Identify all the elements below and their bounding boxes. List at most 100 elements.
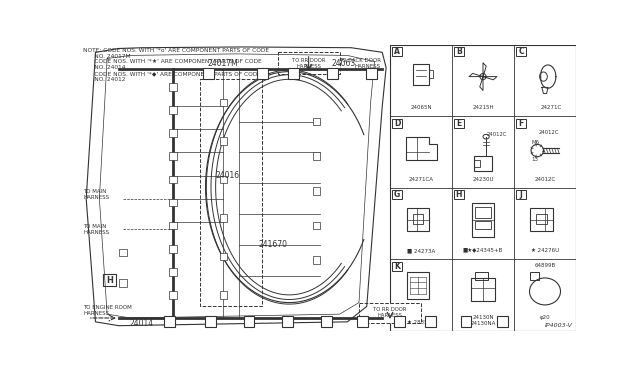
Bar	[392, 47, 402, 56]
Text: 24271CA: 24271CA	[408, 177, 433, 182]
Text: 24063: 24063	[332, 59, 356, 68]
Text: F: F	[206, 68, 211, 78]
Text: ■★◆24345+B: ■★◆24345+B	[463, 248, 503, 253]
Bar	[407, 272, 429, 299]
Bar	[392, 119, 402, 128]
Bar	[169, 199, 177, 206]
Text: C: C	[518, 47, 524, 56]
Bar	[169, 291, 177, 299]
Bar	[220, 253, 227, 260]
Bar	[516, 190, 525, 199]
Bar	[200, 79, 262, 307]
Bar	[312, 118, 320, 125]
Bar	[312, 187, 320, 195]
Text: 24130NA: 24130NA	[470, 321, 496, 327]
Text: 24016: 24016	[216, 171, 240, 180]
Text: F: F	[285, 317, 291, 326]
Text: 24017M: 24017M	[208, 59, 239, 68]
Text: TO MAIN
HARNESS: TO MAIN HARNESS	[83, 189, 109, 200]
Bar	[461, 317, 472, 327]
Text: F: F	[166, 317, 172, 326]
Bar	[205, 317, 216, 327]
Bar	[289, 68, 300, 78]
Bar	[103, 274, 116, 286]
Text: φ20: φ20	[540, 315, 550, 320]
Bar	[169, 268, 177, 276]
Text: 24215H: 24215H	[472, 105, 494, 110]
Bar	[476, 208, 491, 218]
Bar	[220, 99, 227, 106]
Text: 24014: 24014	[130, 319, 154, 328]
Text: TO BACK DOOR
HARNESS: TO BACK DOOR HARNESS	[339, 58, 381, 69]
Bar	[244, 317, 254, 327]
Bar	[394, 317, 404, 327]
Bar	[470, 278, 495, 301]
Bar	[516, 47, 525, 56]
Bar	[529, 272, 539, 280]
Bar	[476, 221, 491, 229]
Bar	[472, 203, 494, 237]
Text: H: H	[106, 276, 113, 285]
Text: 24130N: 24130N	[472, 315, 494, 320]
Text: TO RR DOOR
HARNESS: TO RR DOOR HARNESS	[373, 307, 406, 318]
Text: D: D	[394, 119, 400, 128]
Text: IP4003-V: IP4003-V	[545, 323, 573, 328]
Bar	[358, 317, 368, 327]
Text: G: G	[330, 68, 336, 78]
Text: 24012C: 24012C	[534, 177, 556, 182]
Text: B: B	[463, 317, 469, 326]
Bar	[119, 279, 127, 287]
Bar	[392, 190, 402, 199]
Text: J: J	[520, 190, 522, 199]
Bar	[429, 70, 433, 78]
Text: K: K	[396, 317, 402, 326]
Text: F: F	[428, 317, 433, 326]
Bar	[425, 317, 436, 327]
Bar	[204, 68, 214, 78]
Text: E: E	[456, 119, 461, 128]
Bar	[169, 83, 177, 91]
Text: J: J	[325, 317, 328, 326]
Bar	[220, 291, 227, 299]
Bar	[476, 272, 488, 280]
Bar	[474, 156, 492, 171]
Text: 241670: 241670	[259, 240, 287, 249]
Text: TO MAIN
HARNESS: TO MAIN HARNESS	[83, 224, 109, 235]
Bar	[497, 317, 508, 327]
Bar	[321, 317, 332, 327]
Bar	[257, 68, 268, 78]
Bar	[282, 317, 293, 327]
Bar	[516, 119, 525, 128]
Bar	[278, 52, 340, 74]
Text: B: B	[456, 47, 462, 56]
Bar	[327, 68, 338, 78]
Text: ★ 28351M: ★ 28351M	[406, 320, 435, 325]
Bar	[169, 245, 177, 253]
Text: F: F	[369, 68, 374, 78]
Text: ■ 24273A: ■ 24273A	[407, 248, 435, 253]
Bar	[413, 214, 422, 224]
Text: 64899B: 64899B	[534, 263, 556, 268]
Bar	[529, 208, 553, 231]
Text: F: F	[518, 119, 524, 128]
Bar	[312, 153, 320, 160]
Text: 24271C: 24271C	[541, 105, 562, 110]
Bar	[536, 214, 547, 224]
Text: C: C	[246, 317, 252, 326]
Bar	[169, 153, 177, 160]
Text: 24012C: 24012C	[486, 132, 507, 137]
Text: 24012C: 24012C	[539, 130, 559, 135]
Text: F: F	[291, 68, 296, 78]
Bar	[312, 256, 320, 264]
Bar	[454, 119, 463, 128]
Bar	[312, 222, 320, 230]
Bar	[390, 45, 576, 331]
Text: 24230U: 24230U	[472, 177, 493, 182]
Text: TO RR DOOR
HARNESS: TO RR DOOR HARNESS	[292, 58, 325, 68]
Text: 13: 13	[531, 157, 538, 162]
Bar	[454, 190, 463, 199]
Bar	[366, 68, 377, 78]
Text: K: K	[394, 262, 400, 271]
Bar	[220, 137, 227, 145]
Bar	[169, 222, 177, 230]
